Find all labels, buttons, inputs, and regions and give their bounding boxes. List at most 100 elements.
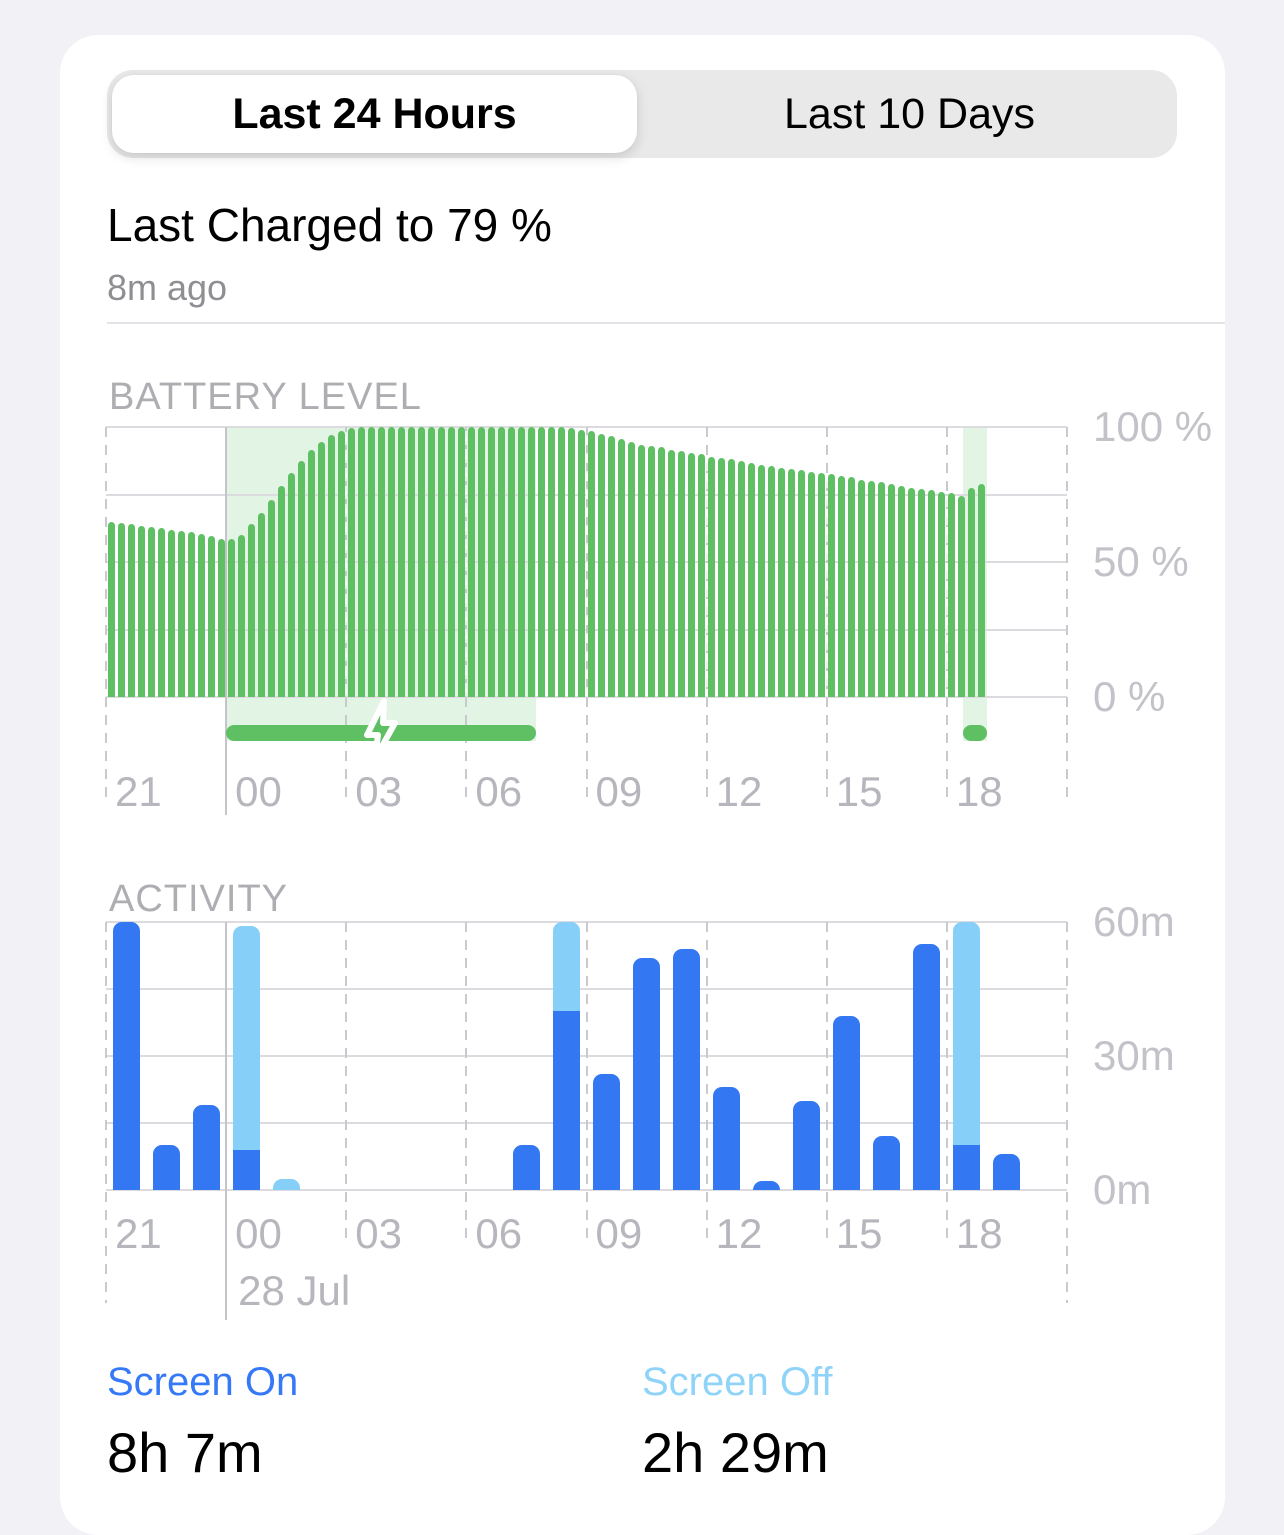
battery-bar[interactable] — [738, 460, 746, 697]
battery-bar[interactable] — [307, 449, 315, 697]
battery-bar[interactable] — [337, 431, 345, 697]
battery-bar[interactable] — [417, 427, 425, 697]
battery-bar[interactable] — [638, 444, 646, 697]
battery-bar[interactable] — [507, 427, 515, 697]
activity-bar-screen-on[interactable] — [793, 1100, 821, 1190]
battery-bar[interactable] — [557, 427, 565, 697]
battery-bar[interactable] — [648, 445, 656, 697]
activity-bar-screen-off[interactable] — [552, 922, 580, 1012]
battery-bar[interactable] — [868, 481, 876, 697]
battery-bar[interactable] — [287, 472, 295, 697]
battery-bar[interactable] — [207, 536, 215, 697]
activity-chart[interactable]: 60m 30m 0m 21 00 03 06 09 12 15 18 28 Jul — [60, 35, 1225, 1535]
battery-bar[interactable] — [958, 495, 966, 697]
battery-bar[interactable] — [798, 470, 806, 697]
battery-bar[interactable] — [107, 521, 115, 697]
battery-bar[interactable] — [227, 539, 235, 697]
activity-bar-screen-on[interactable] — [633, 957, 661, 1190]
activity-bar-screen-on[interactable] — [593, 1073, 620, 1190]
battery-bar[interactable] — [577, 429, 585, 697]
battery-bar[interactable] — [908, 487, 916, 697]
battery-bar[interactable] — [187, 532, 195, 697]
battery-bar[interactable] — [688, 452, 696, 697]
battery-bar[interactable] — [497, 427, 505, 697]
activity-bar-screen-on[interactable] — [112, 922, 140, 1190]
battery-bar[interactable] — [848, 476, 856, 697]
battery-bar[interactable] — [167, 529, 175, 697]
battery-bar[interactable] — [247, 524, 255, 697]
activity-bar-screen-on[interactable] — [552, 1011, 580, 1190]
battery-bar[interactable] — [768, 466, 776, 697]
battery-bar[interactable] — [467, 427, 475, 697]
activity-bar-screen-on[interactable] — [152, 1145, 180, 1190]
battery-bar[interactable] — [978, 483, 986, 697]
battery-bar[interactable] — [828, 474, 836, 697]
battery-bar[interactable] — [427, 427, 435, 697]
battery-bar[interactable] — [708, 456, 716, 697]
battery-bar[interactable] — [407, 427, 415, 697]
battery-bar[interactable] — [818, 472, 826, 697]
activity-bar-screen-on[interactable] — [833, 1015, 861, 1190]
activity-bar-screen-on[interactable] — [512, 1145, 540, 1190]
battery-bar[interactable] — [938, 491, 946, 697]
activity-bar-screen-on[interactable] — [873, 1136, 901, 1190]
battery-bar[interactable] — [888, 483, 896, 697]
battery-bar[interactable] — [628, 441, 636, 697]
activity-bar-screen-off[interactable] — [272, 1178, 300, 1190]
battery-bar[interactable] — [127, 524, 135, 697]
battery-bar[interactable] — [588, 431, 595, 697]
battery-bar[interactable] — [347, 428, 355, 697]
battery-bar[interactable] — [748, 463, 756, 697]
battery-bar[interactable] — [838, 475, 846, 697]
battery-bar[interactable] — [357, 427, 365, 697]
battery-bar[interactable] — [728, 459, 736, 697]
battery-bar[interactable] — [397, 427, 405, 697]
activity-bar-screen-on[interactable] — [953, 1145, 981, 1190]
battery-bar[interactable] — [157, 528, 165, 697]
battery-bar[interactable] — [948, 493, 956, 697]
battery-bar[interactable] — [758, 464, 766, 697]
battery-bar[interactable] — [858, 479, 866, 697]
activity-bar-screen-off[interactable] — [953, 922, 981, 1146]
battery-level-chart[interactable]: 100 % 50 % 0 % 21 00 03 06 09 12 15 18 — [60, 35, 1225, 1535]
battery-bar[interactable] — [457, 427, 465, 697]
tab-last-10-days[interactable]: Last 10 Days — [784, 89, 1035, 138]
battery-bar[interactable] — [317, 441, 325, 697]
battery-bar[interactable] — [968, 487, 976, 697]
battery-bar[interactable] — [808, 471, 816, 697]
battery-bar[interactable] — [778, 467, 786, 697]
battery-bar[interactable] — [477, 427, 485, 697]
battery-bar[interactable] — [918, 489, 926, 697]
battery-bar[interactable] — [537, 427, 545, 697]
battery-bar[interactable] — [277, 486, 285, 697]
battery-bar[interactable] — [377, 427, 385, 697]
battery-bar[interactable] — [668, 449, 676, 697]
activity-bar-screen-on[interactable] — [713, 1087, 741, 1190]
activity-bar-screen-on[interactable] — [753, 1181, 781, 1190]
battery-bar[interactable] — [137, 525, 145, 697]
activity-bar-screen-on[interactable] — [993, 1154, 1021, 1190]
activity-bar-screen-on[interactable] — [232, 1149, 260, 1190]
activity-bar-screen-off[interactable] — [232, 926, 260, 1150]
battery-bar[interactable] — [117, 522, 125, 697]
activity-bar-screen-on[interactable] — [673, 948, 701, 1190]
battery-bar[interactable] — [608, 436, 616, 697]
battery-bar[interactable] — [658, 447, 666, 697]
battery-bar[interactable] — [447, 427, 455, 697]
battery-bar[interactable] — [297, 460, 305, 697]
battery-bar[interactable] — [327, 435, 335, 697]
battery-bar[interactable] — [547, 427, 555, 697]
battery-bar[interactable] — [517, 427, 525, 697]
battery-bar[interactable] — [367, 427, 375, 697]
battery-bar[interactable] — [267, 499, 275, 697]
battery-bar[interactable] — [237, 535, 245, 697]
activity-bar-screen-on[interactable] — [192, 1105, 220, 1190]
battery-bar[interactable] — [598, 433, 605, 697]
battery-bar[interactable] — [618, 439, 626, 697]
activity-bar-screen-on[interactable] — [913, 944, 941, 1190]
battery-bar[interactable] — [527, 427, 535, 697]
battery-bar[interactable] — [698, 454, 706, 697]
battery-bar[interactable] — [177, 530, 185, 697]
battery-bar[interactable] — [718, 458, 726, 697]
battery-bar[interactable] — [788, 468, 796, 697]
